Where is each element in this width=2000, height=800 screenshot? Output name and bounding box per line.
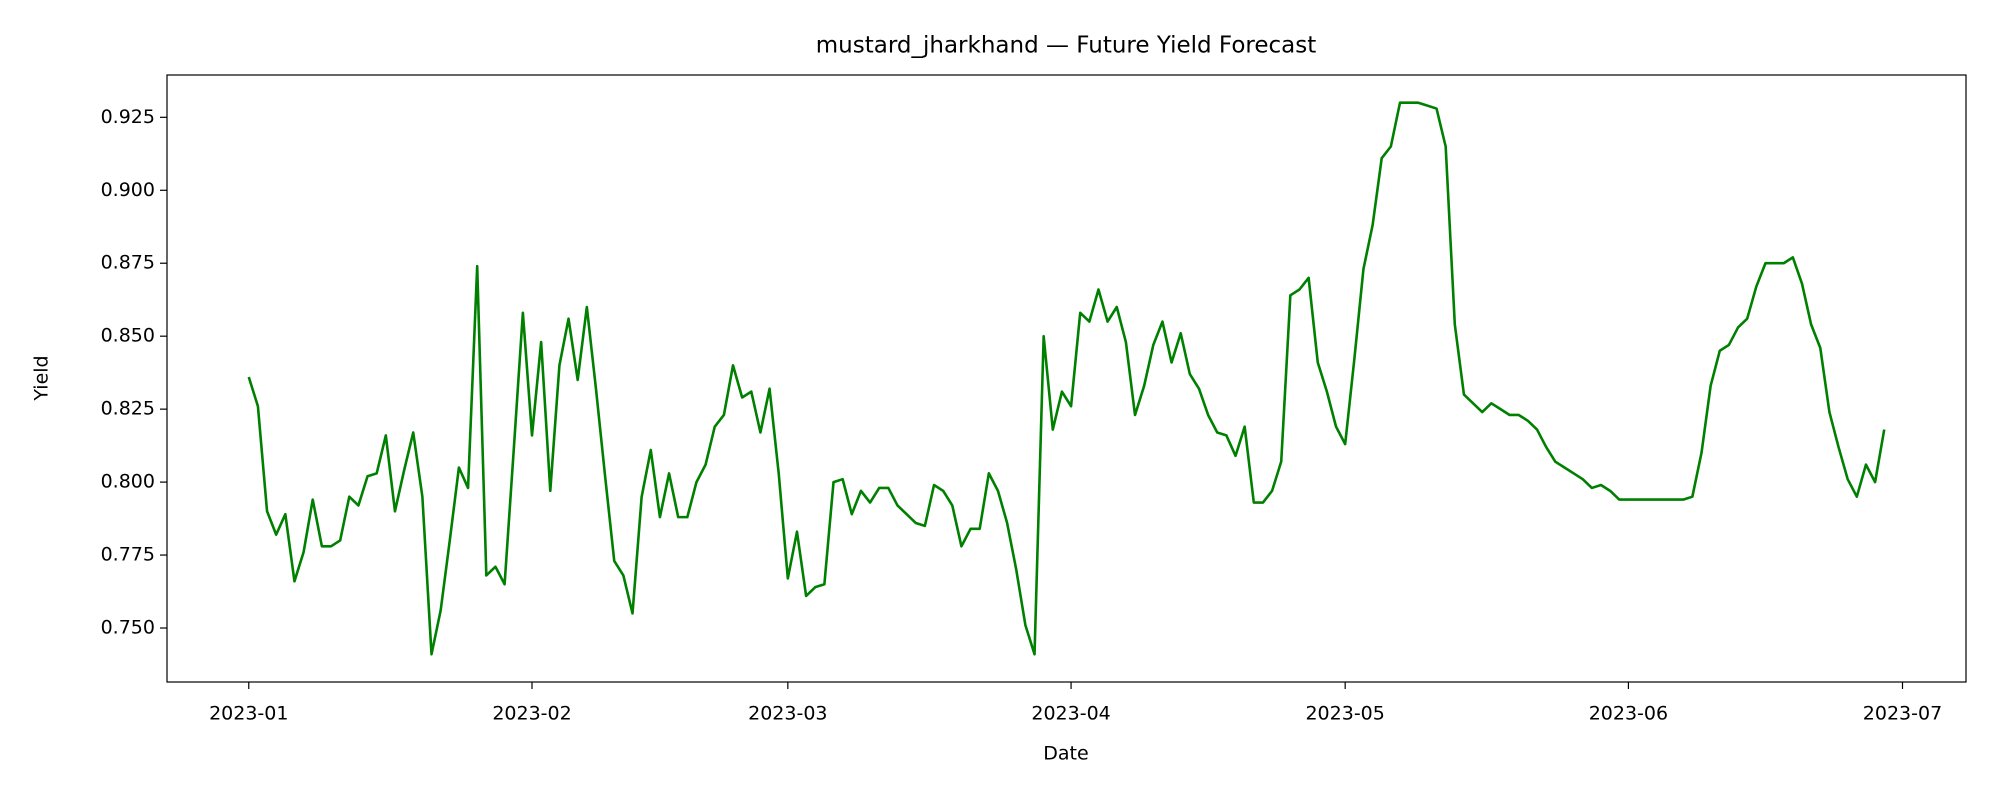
plot-frame	[166, 74, 1967, 683]
y-tick-label: 0.750	[101, 617, 155, 639]
x-tick-label: 2023-07	[1863, 703, 1942, 725]
x-tick-label: 2023-06	[1589, 703, 1668, 725]
y-tick-label: 0.800	[101, 471, 155, 493]
y-tick-label: 0.925	[101, 106, 155, 128]
x-tick-label: 2023-01	[209, 703, 288, 725]
chart-title: mustard_jharkhand — Future Yield Forecas…	[816, 33, 1317, 59]
y-tick-label: 0.775	[101, 544, 155, 566]
x-tick-label: 2023-03	[748, 703, 827, 725]
y-tick-label: 0.825	[101, 398, 155, 420]
x-tick-label: 2023-05	[1305, 703, 1384, 725]
y-tick-label: 0.900	[101, 179, 155, 201]
x-tick-label: 2023-04	[1031, 703, 1110, 725]
line-series	[247, 101, 1886, 656]
x-axis-label: Date	[1043, 743, 1088, 765]
y-tick-label: 0.875	[101, 252, 155, 274]
y-axis-label: Yield	[31, 355, 53, 401]
x-tick-label: 2023-02	[492, 703, 571, 725]
y-tick-label: 0.850	[101, 325, 155, 347]
